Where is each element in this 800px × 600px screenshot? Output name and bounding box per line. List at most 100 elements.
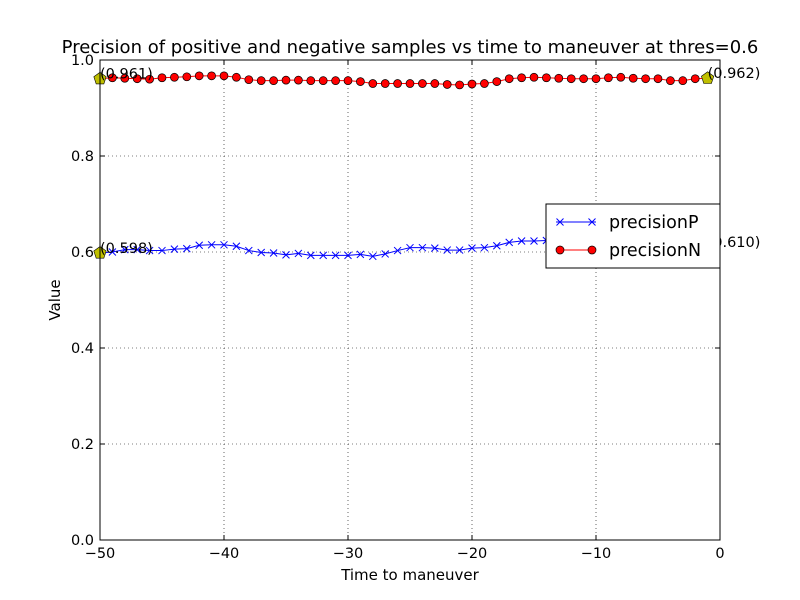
data-point-precisionN bbox=[480, 79, 489, 88]
data-point-precisionN bbox=[529, 72, 539, 82]
data-point-precisionP bbox=[319, 251, 328, 260]
data-point-precisionP bbox=[108, 248, 117, 256]
data-point-precisionP bbox=[530, 237, 538, 245]
x-tick-label: −10 bbox=[581, 546, 612, 562]
legend-box bbox=[545, 203, 721, 269]
data-point-precisionP bbox=[306, 251, 315, 260]
data-point-precisionN bbox=[120, 73, 130, 83]
data-point-precisionN bbox=[579, 74, 588, 84]
data-point-precisionN bbox=[356, 77, 365, 86]
data-point-precisionN bbox=[393, 79, 402, 88]
x-tick-label: −30 bbox=[333, 546, 364, 562]
data-point-precisionN bbox=[690, 74, 700, 84]
data-point-precisionP bbox=[170, 245, 179, 253]
data-point-precisionN bbox=[678, 76, 688, 85]
legend-marker bbox=[556, 218, 564, 226]
point-annotations: (0.961) (0.962) (0.598) (0.610) bbox=[100, 66, 760, 257]
data-point-precisionN bbox=[591, 74, 601, 84]
data-point-precisionN bbox=[566, 74, 576, 84]
data-point-precisionP bbox=[331, 251, 340, 260]
data-point-precisionN bbox=[232, 72, 241, 82]
legend-label: precisionP bbox=[609, 213, 699, 233]
data-point-precisionP bbox=[468, 244, 476, 253]
data-point-precisionP bbox=[269, 249, 278, 257]
data-point-precisionP bbox=[145, 246, 154, 255]
data-point-precisionP bbox=[220, 240, 228, 249]
data-point-precisionN bbox=[244, 75, 254, 85]
data-point-precisionN bbox=[542, 73, 551, 83]
legend-marker bbox=[555, 245, 565, 255]
data-point-precisionP bbox=[505, 238, 514, 247]
data-point-precisionN bbox=[157, 73, 167, 83]
data-point-precisionN bbox=[405, 79, 415, 88]
data-point-precisionN bbox=[504, 74, 514, 84]
data-point-precisionN bbox=[492, 77, 502, 86]
data-point-precisionP bbox=[443, 246, 452, 254]
plot-frame bbox=[99, 59, 721, 541]
data-point-precisionN bbox=[430, 79, 440, 88]
y-tick-label: 0.0 bbox=[71, 533, 94, 549]
data-point-precisionP bbox=[393, 246, 402, 255]
x-axis-label: Time to maneuver bbox=[340, 566, 479, 584]
axis-ticks: −50 −40 −30 −20 −10 0 0.0 0.2 0.4 0.6 0.8 1.0 bbox=[71, 53, 725, 562]
data-point-precisionN bbox=[281, 75, 291, 85]
data-point-precisionN bbox=[145, 74, 154, 84]
legend[interactable]: precisionP precisionN bbox=[545, 203, 721, 269]
point-annotation: (0.598) bbox=[100, 241, 153, 257]
data-point-precisionN bbox=[269, 76, 278, 85]
point-annotation: (0.610) bbox=[708, 235, 761, 251]
data-point-precisionN bbox=[455, 80, 464, 90]
data-point-precisionP bbox=[158, 246, 166, 255]
legend-marker bbox=[587, 245, 597, 255]
data-point-precisionN bbox=[517, 73, 526, 83]
data-point-precisionP bbox=[356, 250, 365, 259]
data-point-precisionN bbox=[132, 74, 142, 84]
data-point-precisionN bbox=[182, 72, 192, 82]
y-tick-label: 0.6 bbox=[71, 245, 94, 261]
x-tick-label: −20 bbox=[457, 546, 488, 562]
x-tick-label: −50 bbox=[85, 546, 116, 562]
data-point-precisionN bbox=[418, 79, 427, 88]
data-point-precisionP bbox=[406, 243, 414, 252]
data-point-precisionN bbox=[604, 73, 613, 83]
data-point-precisionN bbox=[628, 73, 638, 83]
point-annotation: (0.961) bbox=[100, 67, 153, 83]
plot-series bbox=[95, 71, 712, 261]
data-point-precisionN bbox=[318, 76, 328, 85]
data-point-precisionP bbox=[430, 244, 439, 253]
data-point-precisionP bbox=[294, 249, 303, 258]
data-point-precisionP bbox=[517, 237, 526, 245]
x-tick-label: 0 bbox=[715, 546, 724, 562]
data-point-precisionN bbox=[207, 71, 216, 81]
data-point-precisionN bbox=[442, 80, 452, 89]
data-point-precisionN bbox=[380, 79, 390, 88]
series-precisionN bbox=[95, 71, 712, 90]
data-point-precisionP bbox=[381, 250, 390, 258]
data-point-precisionP bbox=[232, 242, 241, 251]
data-point-precisionN bbox=[306, 76, 316, 85]
data-point-precisionP bbox=[207, 240, 216, 249]
data-point-precisionN bbox=[666, 76, 675, 85]
chart-title: Precision of positive and negative sampl… bbox=[62, 37, 759, 58]
data-point-precisionN bbox=[108, 73, 117, 83]
data-point-precisionP bbox=[133, 245, 142, 254]
x-tick-label: −40 bbox=[209, 546, 240, 562]
data-point-precisionP bbox=[182, 244, 191, 253]
data-point-precisionP bbox=[480, 243, 489, 252]
data-point-precisionP bbox=[368, 252, 377, 261]
data-point-precisionN bbox=[194, 71, 204, 81]
data-point-precisionN bbox=[368, 79, 378, 88]
data-point-precisionP bbox=[418, 243, 427, 252]
data-point-precisionN bbox=[256, 76, 266, 85]
data-point-precisionP bbox=[455, 246, 464, 254]
data-point-precisionP bbox=[257, 248, 266, 257]
data-point-precisionP bbox=[244, 246, 253, 255]
y-tick-label: 0.8 bbox=[71, 149, 94, 165]
data-point-precisionN bbox=[653, 74, 663, 84]
legend-entry-precisionP: precisionP bbox=[556, 213, 699, 233]
data-point-precisionN bbox=[294, 75, 303, 85]
data-point-precisionN bbox=[554, 73, 564, 83]
data-point-precisionN bbox=[219, 71, 229, 81]
data-point-precisionP bbox=[344, 251, 352, 260]
